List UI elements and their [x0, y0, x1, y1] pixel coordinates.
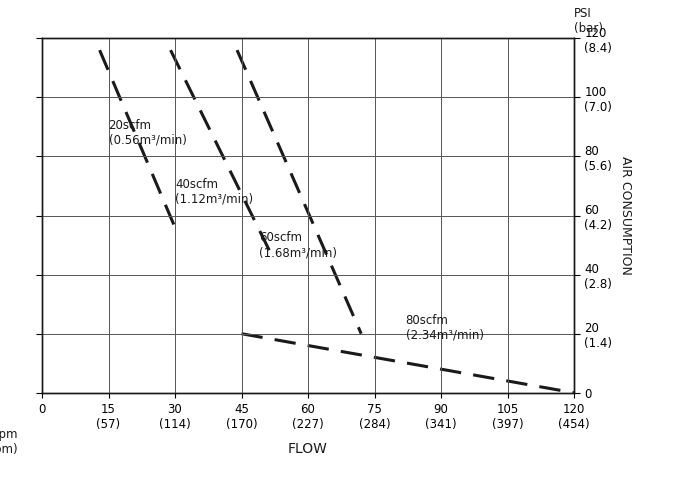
Text: 20scfm
(0.56m³/min): 20scfm (0.56m³/min) [108, 119, 186, 147]
Text: 80scfm
(2.34m³/min): 80scfm (2.34m³/min) [405, 314, 484, 342]
Text: 60scfm
(1.68m³/min): 60scfm (1.68m³/min) [259, 231, 337, 259]
X-axis label: FLOW: FLOW [288, 442, 328, 456]
Text: 40scfm
(1.12m³/min): 40scfm (1.12m³/min) [175, 178, 253, 206]
Text: PSI
(bar): PSI (bar) [574, 7, 603, 35]
Y-axis label: AIR CONSUMPTION: AIR CONSUMPTION [619, 156, 632, 275]
Text: gpm
(lpm): gpm (lpm) [0, 428, 18, 456]
